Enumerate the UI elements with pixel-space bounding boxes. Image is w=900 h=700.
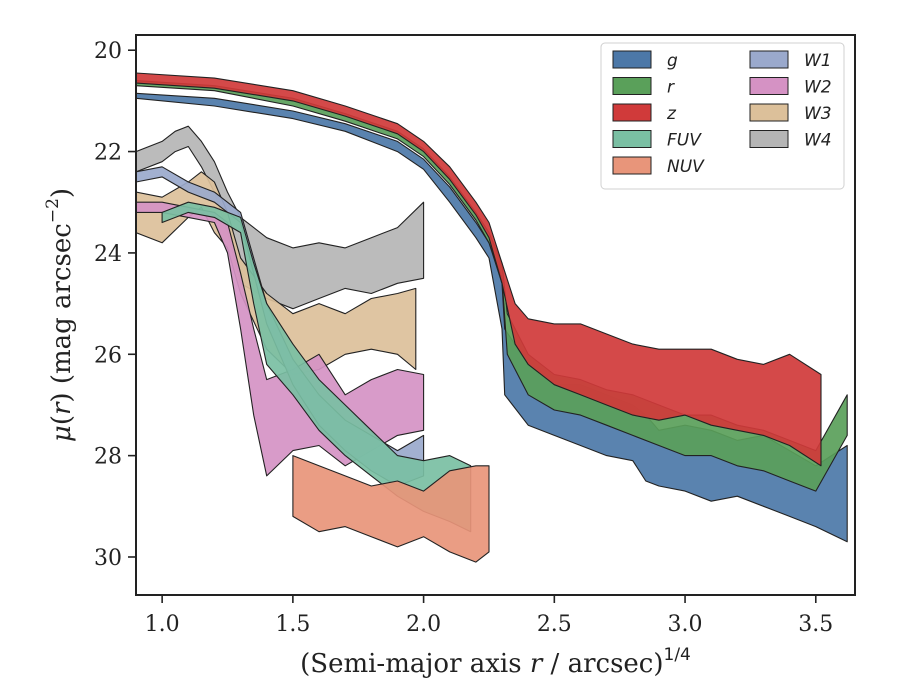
legend-label-nuv: NUV <box>667 157 705 177</box>
band-z <box>136 72 822 467</box>
y-axis-label: μ(r) (mag arcsec−2) <box>43 188 77 442</box>
x-tick-label: 1.0 <box>145 612 180 637</box>
x-tick-label: 2.5 <box>537 612 572 637</box>
x-tick-label: 3.5 <box>798 612 833 637</box>
y-tick-label: 26 <box>94 343 122 368</box>
y-tick-label: 30 <box>94 546 122 571</box>
legend-label-r: r <box>667 78 675 98</box>
x-tick-label: 1.5 <box>275 612 310 637</box>
y-tick-label: 24 <box>94 242 122 267</box>
y-tick-label: 28 <box>94 445 122 470</box>
legend-swatch-w3 <box>749 103 789 122</box>
series-bands <box>136 72 848 563</box>
legend-swatch-w1 <box>749 50 789 69</box>
y-tick-label: 22 <box>94 141 122 166</box>
band-w4 <box>136 125 425 310</box>
legend: grz FUV NUV W1 W2 W3 W4 <box>600 42 845 190</box>
legend-label-fuv: FUV <box>667 131 702 151</box>
legend-label-w4: W4 <box>804 131 832 151</box>
legend-label-w3: W3 <box>804 104 832 124</box>
legend-swatch-g <box>612 50 652 69</box>
y-tick-label: 20 <box>94 39 122 64</box>
plot-frame <box>135 34 856 596</box>
legend-swatch-z <box>612 103 652 122</box>
legend-label-w2: W2 <box>804 78 832 98</box>
x-tick-label: 3.0 <box>668 612 703 637</box>
legend-swatch-r <box>612 77 652 95</box>
axis-ticks: 1.0 1.5 2.0 2.5 3.0 3.5 20 22 24 26 28 30 <box>94 39 833 637</box>
legend-label-g: g <box>667 51 678 71</box>
legend-swatch-nuv <box>612 156 652 175</box>
x-tick-label: 2.0 <box>406 612 441 637</box>
x-axis-label: (Semi-major axis r / arcsec)1/4 <box>300 645 691 679</box>
band-w2 <box>136 201 425 477</box>
legend-label-z: z <box>666 104 677 124</box>
legend-swatch-w2 <box>749 77 789 95</box>
legend-label-w1: W1 <box>804 51 832 71</box>
legend-swatch-w4 <box>749 130 789 148</box>
band-nuv <box>292 455 490 563</box>
legend-swatch-fuv <box>612 130 652 148</box>
